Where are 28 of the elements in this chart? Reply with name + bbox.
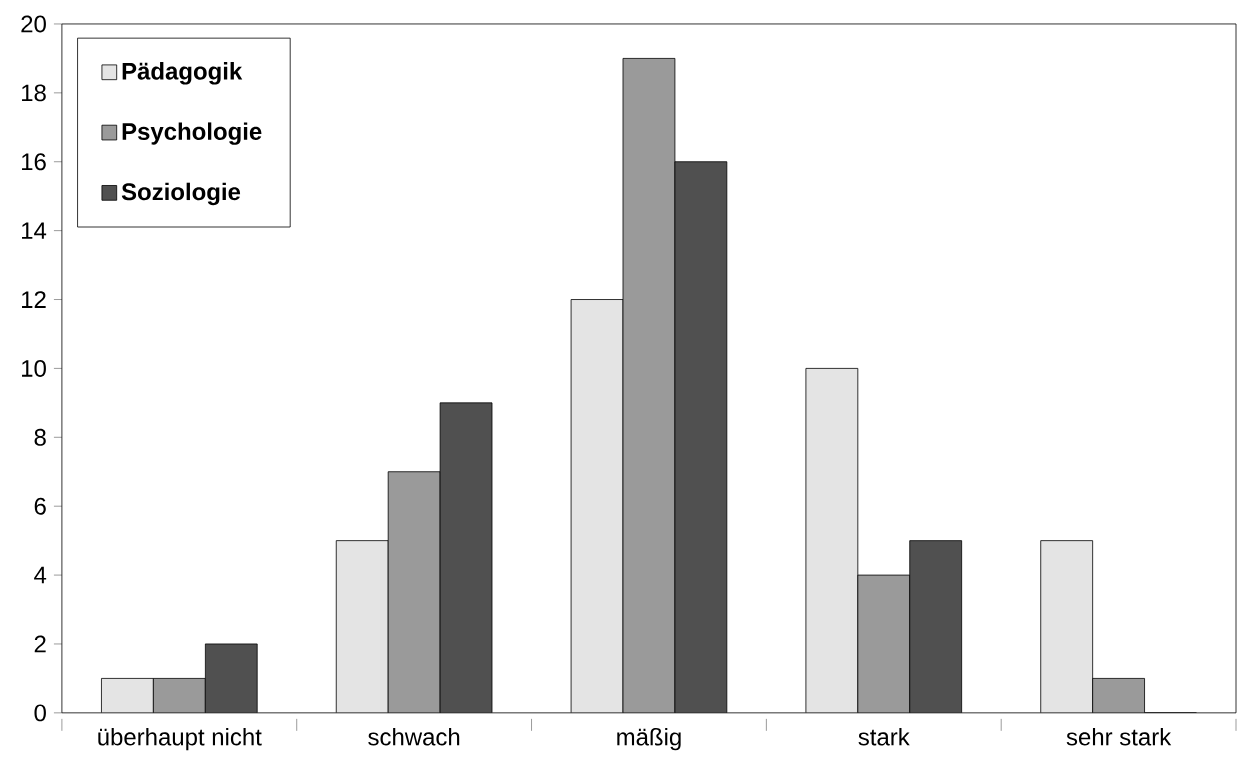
- bar: [909, 540, 963, 713]
- y-tick-label: 8: [34, 428, 46, 446]
- bar: [387, 471, 441, 713]
- y-tick-label: 20: [21, 15, 46, 33]
- y-tick-label: 6: [34, 497, 46, 515]
- x-tick-label: stark: [858, 728, 910, 746]
- y-tick-label: 0: [34, 704, 46, 722]
- y-tick-label: 10: [22, 360, 46, 377]
- bar: [622, 58, 676, 713]
- y-tick-label: 4: [34, 566, 47, 584]
- x-tick-label: mäßig: [617, 728, 681, 751]
- x-tick-label: überhaupt nicht: [98, 728, 262, 751]
- y-tick-label: 18: [22, 84, 46, 102]
- y-tick-label: 2: [34, 635, 46, 653]
- y-tick-label: 14: [22, 222, 47, 239]
- y-tick-label: 12: [22, 291, 46, 308]
- legend-label: Pädagogik: [122, 62, 243, 85]
- y-tick-label: 16: [22, 153, 46, 171]
- bar: [152, 678, 206, 713]
- legend-label: Soziologie: [121, 182, 241, 206]
- bar: [439, 402, 493, 713]
- bar: [857, 574, 911, 713]
- bar: [1092, 678, 1145, 713]
- legend-label: Psychologie: [122, 122, 262, 145]
- x-tick-label: sehr stark: [1066, 728, 1172, 746]
- bar: [204, 643, 258, 713]
- x-tick-label: schwach: [368, 728, 460, 746]
- bar: [674, 161, 728, 713]
